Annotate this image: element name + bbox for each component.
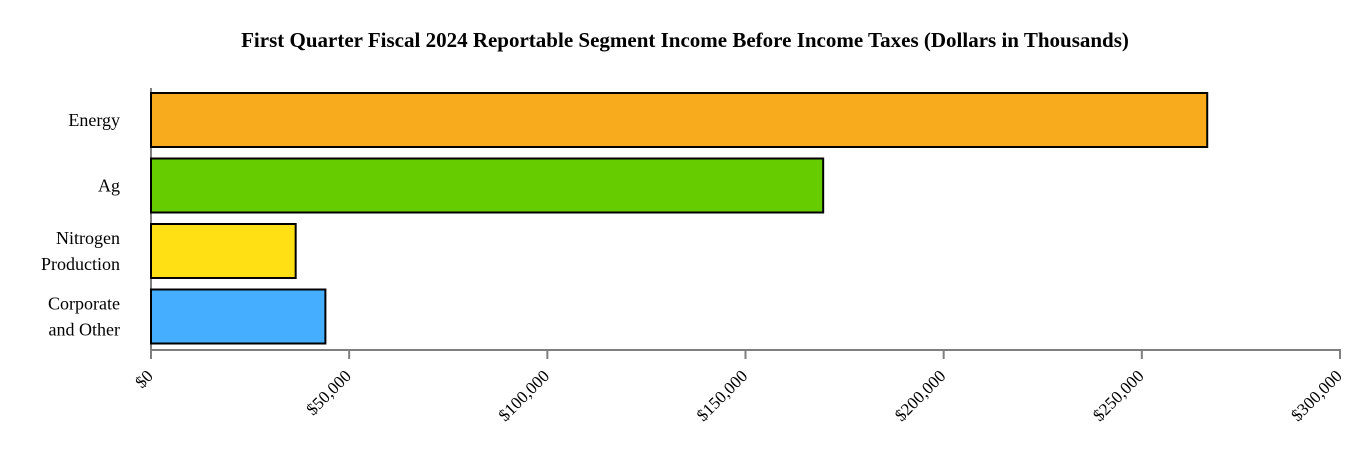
category-label: Ag bbox=[98, 176, 120, 196]
bar bbox=[150, 223, 297, 279]
chart-title: First Quarter Fiscal 2024 Reportable Seg… bbox=[241, 28, 1129, 52]
bar bbox=[150, 157, 825, 214]
category-label: Nitrogen bbox=[56, 228, 120, 248]
x-tick-label: $200,000 bbox=[891, 366, 950, 425]
category-label: Energy bbox=[68, 110, 120, 130]
x-tick-label: $0 bbox=[131, 366, 156, 391]
category-label: Production bbox=[41, 254, 120, 274]
bar bbox=[150, 288, 327, 345]
x-tick-label: $300,000 bbox=[1287, 366, 1346, 425]
x-tick-label: $50,000 bbox=[302, 366, 355, 419]
x-tick-label: $100,000 bbox=[495, 366, 554, 425]
category-label: Corporate bbox=[48, 294, 120, 314]
category-label: and Other bbox=[49, 320, 120, 340]
x-tick-label: $250,000 bbox=[1089, 366, 1148, 425]
x-tick-label: $150,000 bbox=[693, 366, 752, 425]
bar bbox=[150, 92, 1209, 148]
